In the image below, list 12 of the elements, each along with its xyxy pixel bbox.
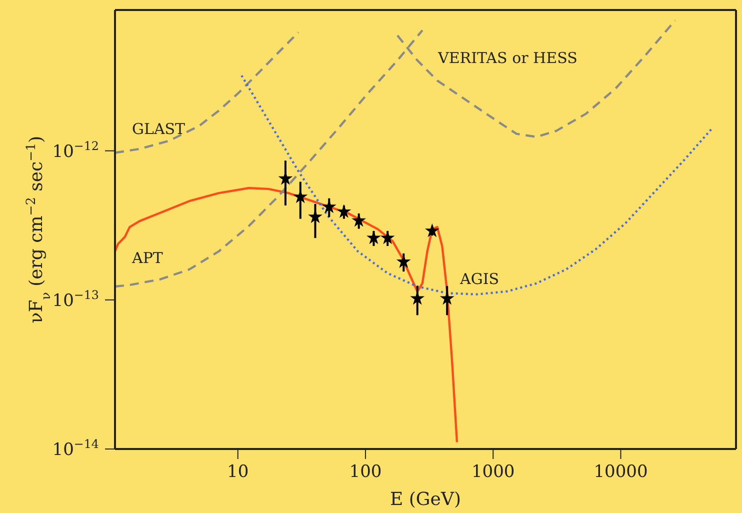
y-tick-label: 10$^{−13}$ (52, 288, 99, 311)
series-label: VERITAS or HESS (437, 49, 578, 67)
series-label: AGIS (459, 270, 500, 288)
x-tick-label: 1000 (471, 462, 515, 482)
x-tick-label: 10000 (594, 462, 648, 482)
x-tick-label: 100 (349, 462, 382, 482)
x-tick-label: 10 (227, 462, 249, 482)
x-axis-title: E (GeV) (390, 489, 461, 510)
series-label: APT (131, 249, 163, 267)
y-tick-label: 10$^{−14}$ (52, 437, 99, 460)
y-tick-label: 10$^{−12}$ (52, 138, 99, 162)
series-label: GLAST (132, 120, 186, 138)
